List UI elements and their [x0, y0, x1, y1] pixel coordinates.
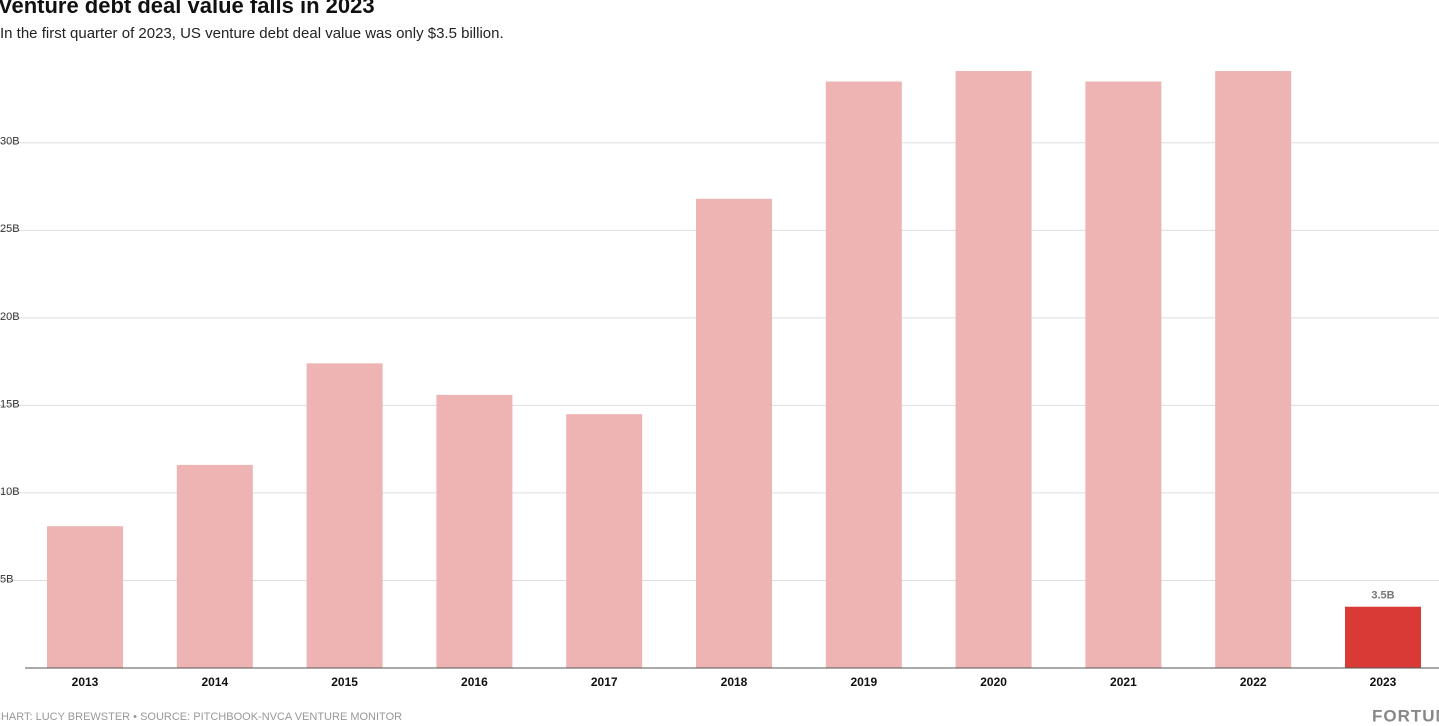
bar [825, 81, 902, 668]
y-tick-label: 25B [0, 223, 20, 235]
bar [566, 414, 643, 668]
x-tick-label: 2020 [980, 675, 1007, 689]
x-tick-label: 2017 [591, 675, 618, 689]
x-tick-label: 2022 [1240, 675, 1267, 689]
bar [436, 394, 513, 668]
x-tick-label: 2018 [721, 675, 748, 689]
bar [696, 198, 772, 669]
bar [176, 464, 253, 668]
y-tick-label: 20B [0, 311, 20, 323]
chart-title: Venture debt deal value falls in 2023 [0, 0, 375, 18]
bar [1085, 81, 1162, 668]
bar [306, 363, 383, 668]
x-tick-label: 2016 [461, 675, 488, 689]
y-tick-label: 30B [0, 136, 20, 148]
x-tick-label: 2014 [201, 675, 228, 689]
bar [955, 71, 1032, 668]
x-tick-label: 2015 [331, 675, 358, 689]
source-note: CHART: LUCY BREWSTER • SOURCE: PITCHBOOK… [0, 711, 402, 723]
x-tick-label: 2019 [850, 675, 877, 689]
bar [47, 526, 123, 668]
y-tick-label: 15B [0, 398, 20, 410]
y-tick-label: 5B [0, 573, 13, 585]
value-label: 3.5B [1371, 590, 1394, 602]
y-tick-label: 10B [0, 486, 20, 498]
x-tick-label: 2023 [1370, 675, 1397, 689]
chart-subtitle: In the first quarter of 2023, US venture… [0, 25, 504, 42]
logo: FORTUNE [1372, 706, 1439, 725]
bar [1215, 71, 1292, 668]
x-tick-label: 2021 [1110, 675, 1137, 689]
bar [1345, 606, 1421, 668]
x-tick-label: 2013 [72, 675, 99, 689]
